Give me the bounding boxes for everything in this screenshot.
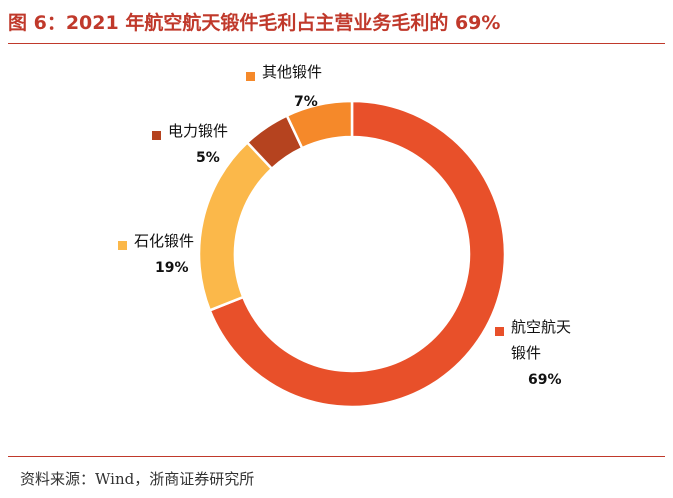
slice-label-name-3-0: 其他锻件 [262,63,322,81]
slice-label-value-1: 19% [155,260,189,276]
legend-swatch-1 [118,241,127,250]
source-divider [8,456,665,457]
title-divider [8,43,665,44]
legend-swatch-2 [152,131,161,140]
slice-label-name-1-0: 石化锻件 [134,232,194,250]
legend-swatch-3 [246,72,255,81]
slice-label-value-3: 7% [294,94,318,110]
source-note: 资料来源：Wind，浙商证券研究所 [20,470,255,488]
slice-label-value-2: 5% [196,150,220,166]
slice-label-name-2-0: 电力锻件 [168,122,228,140]
slice-label-name-0-1: 锻件 [511,344,541,362]
legend-swatch-0 [495,327,504,336]
slice-1 [197,140,274,312]
slice-label-name-0-0: 航空航天 [511,318,571,336]
donut-slices [197,99,507,409]
slice-3 [285,99,354,150]
slice-labels: 航空航天锻件 69% 石化锻件 19% 电力锻件 5% 其他锻件 7% [118,63,571,388]
chart-title: 图 6：2021 年航空航天锻件毛利占主营业务毛利的 69% [8,12,501,34]
slice-0 [208,99,507,409]
slice-label-value-0: 69% [528,372,562,388]
